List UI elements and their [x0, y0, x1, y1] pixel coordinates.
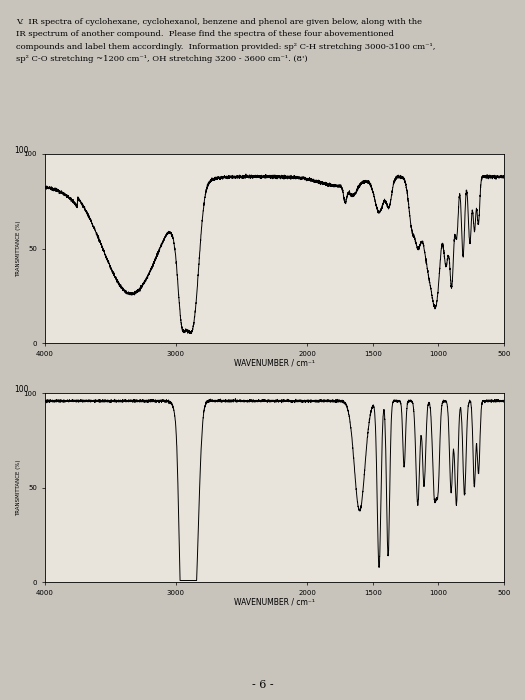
Text: IR spectrum of another compound.  Please find the spectra of these four abovemen: IR spectrum of another compound. Please … — [16, 30, 394, 38]
Y-axis label: TRANSMITTANCE (%): TRANSMITTANCE (%) — [16, 220, 20, 276]
X-axis label: WAVENUMBER / cm⁻¹: WAVENUMBER / cm⁻¹ — [234, 597, 315, 606]
Text: compounds and label them accordingly.  Information provided: sp² C-H stretching : compounds and label them accordingly. In… — [16, 43, 435, 50]
Text: 100: 100 — [15, 146, 29, 155]
X-axis label: WAVENUMBER / cm⁻¹: WAVENUMBER / cm⁻¹ — [234, 358, 315, 367]
Text: V.  IR spectra of cyclohexane, cyclohexanol, benzene and phenol are given below,: V. IR spectra of cyclohexane, cyclohexan… — [16, 18, 422, 25]
Text: sp² C-O stretching ~1200 cm⁻¹, OH stretching 3200 - 3600 cm⁻¹. (8'): sp² C-O stretching ~1200 cm⁻¹, OH stretc… — [16, 55, 307, 63]
Y-axis label: TRANSMITTANCE (%): TRANSMITTANCE (%) — [16, 460, 20, 516]
Text: 100: 100 — [15, 385, 29, 394]
Text: - 6 -: - 6 - — [251, 680, 274, 689]
